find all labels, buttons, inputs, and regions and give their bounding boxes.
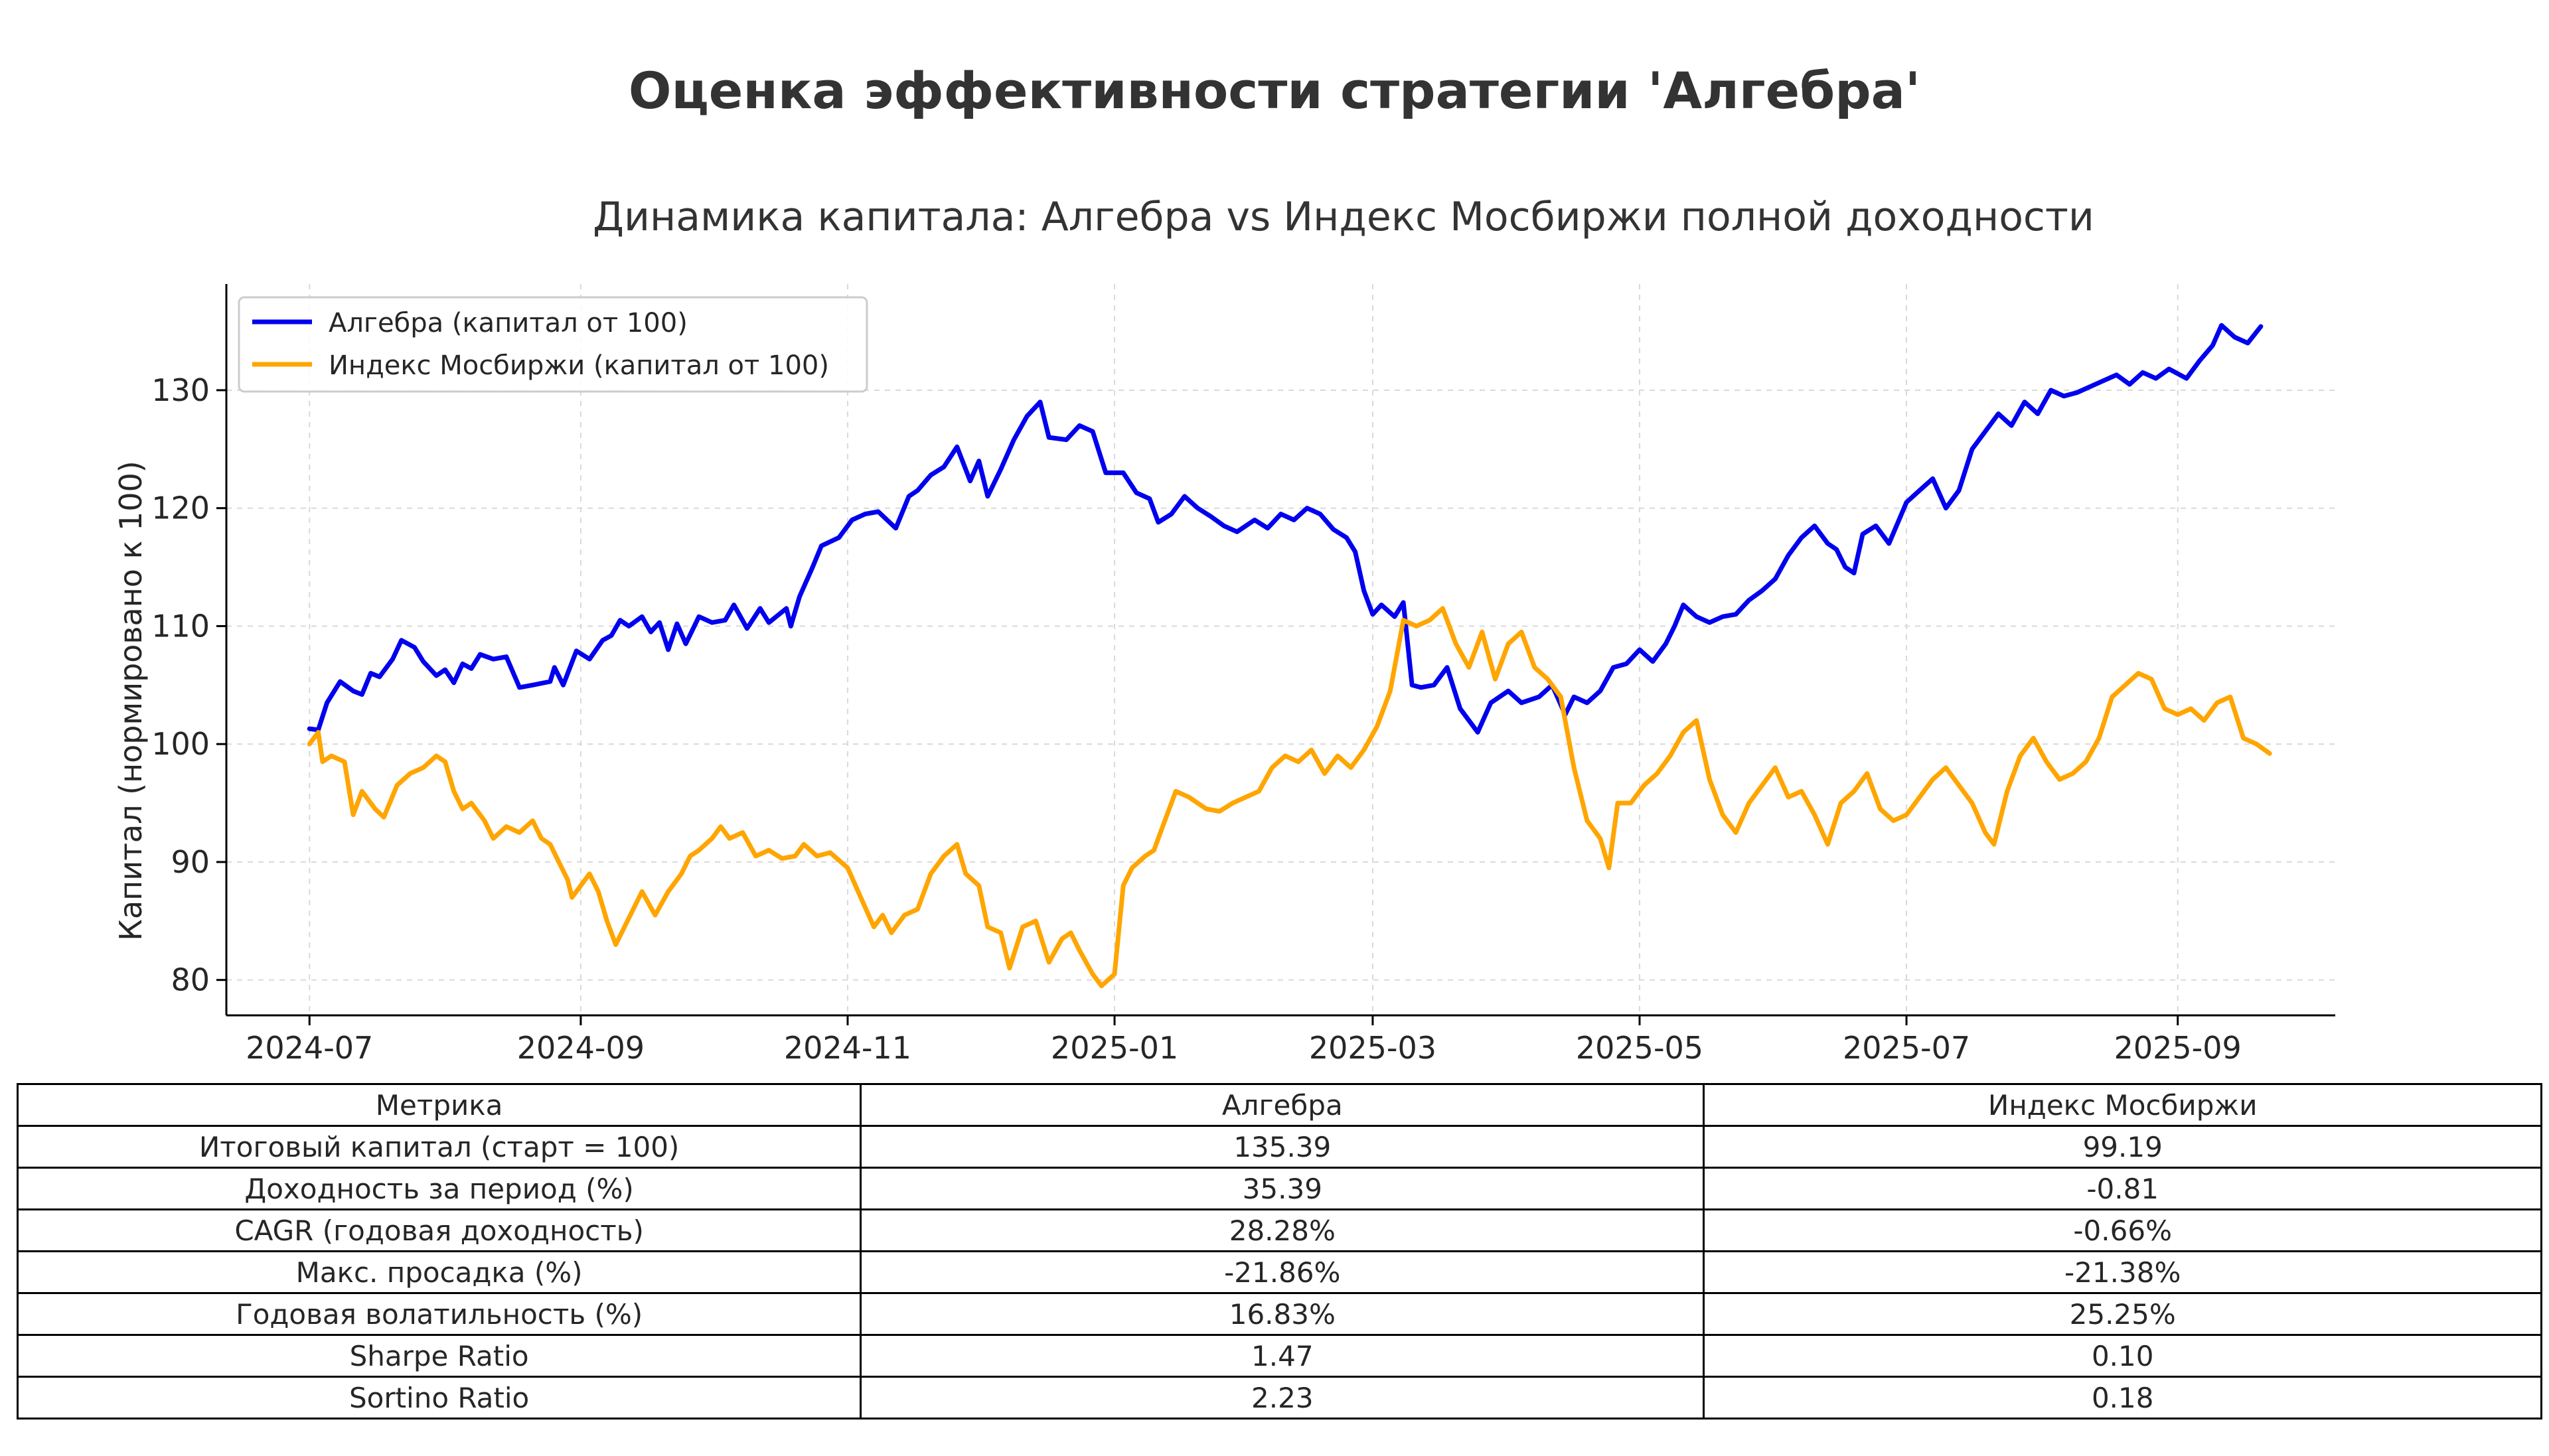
table-header-cell: Индекс Мосбиржи xyxy=(1703,1083,2542,1127)
y-tick-label: 90 xyxy=(171,844,210,880)
table-row: CAGR (годовая доходность) 28.28% -0.66% xyxy=(16,1208,2542,1252)
y-tick-label: 110 xyxy=(151,608,210,644)
table-cell: Sharpe Ratio xyxy=(16,1334,862,1378)
table-cell: 0.18 xyxy=(1703,1376,2542,1420)
table-cell: Доходность за период (%) xyxy=(16,1167,862,1210)
table-row: Sortino Ratio 2.23 0.18 xyxy=(16,1376,2542,1420)
legend-box xyxy=(238,296,868,393)
legend-label-index: Индекс Мосбиржи (капитал от 100) xyxy=(329,350,829,381)
table-row: Доходность за период (%) 35.39 -0.81 xyxy=(16,1167,2542,1210)
table-cell: -21.86% xyxy=(860,1250,1705,1294)
table-cell: Sortino Ratio xyxy=(16,1376,862,1420)
table-cell: 16.83% xyxy=(860,1292,1705,1336)
table-cell: -0.81 xyxy=(1703,1167,2542,1210)
legend-label-algebra: Алгебра (капитал от 100) xyxy=(329,308,688,338)
y-tick-label: 100 xyxy=(151,726,210,762)
table-header-cell: Алгебра xyxy=(860,1083,1705,1127)
y-tick-label: 120 xyxy=(151,490,210,526)
series-line-index xyxy=(307,606,2272,989)
table-cell: Итоговый капитал (старт = 100) xyxy=(16,1125,862,1169)
table-cell: 99.19 xyxy=(1703,1125,2542,1169)
y-tick-label: 80 xyxy=(171,962,210,998)
legend: Алгебра (капитал от 100) Индекс Мосбиржи… xyxy=(238,296,868,393)
table-row: Макс. просадка (%) -21.86% -21.38% xyxy=(16,1250,2542,1294)
x-tick-label: 2024-07 xyxy=(246,1030,373,1062)
table-cell: 2.23 xyxy=(860,1376,1705,1420)
table-row: Итоговый капитал (старт = 100) 135.39 99.1… xyxy=(16,1125,2542,1169)
table-cell: Годовая волатильность (%) xyxy=(16,1292,862,1336)
table-cell: 0.10 xyxy=(1703,1334,2542,1378)
table-row: Sharpe Ratio 1.47 0.10 xyxy=(16,1334,2542,1378)
x-tick-label: 2024-11 xyxy=(784,1030,911,1062)
table-cell: -21.38% xyxy=(1703,1250,2542,1294)
table-cell: 25.25% xyxy=(1703,1292,2542,1336)
x-tick-label: 2025-09 xyxy=(2114,1030,2242,1062)
axes xyxy=(225,284,2335,1017)
x-tick-label: 2025-01 xyxy=(1051,1030,1178,1062)
x-tick-label: 2025-05 xyxy=(1576,1030,1703,1062)
metrics-table: Метрика Алгебра Индекс Мосбиржи Итоговый ка… xyxy=(16,1083,2542,1420)
x-tick-label: 2025-03 xyxy=(1309,1030,1436,1062)
equity-line-chart: Динамика капитала: Алгебра vs Индекс Мос… xyxy=(113,194,2335,1062)
figure-suptitle: Оценка эффективности стратегии 'Алгебра' xyxy=(628,61,1921,120)
table-cell: 35.39 xyxy=(860,1167,1705,1210)
table-cell: 28.28% xyxy=(860,1208,1705,1252)
table-row: Годовая волатильность (%) 16.83% 25.25% xyxy=(16,1292,2542,1336)
grid-lines xyxy=(226,284,2335,1015)
table-cell: 1.47 xyxy=(860,1334,1705,1378)
x-tick-label: 2025-07 xyxy=(1843,1030,1970,1062)
x-tick-label: 2024-09 xyxy=(517,1030,645,1062)
table-cell: Макс. просадка (%) xyxy=(16,1250,862,1294)
series-line-algebra xyxy=(307,323,2264,735)
table-header-row: Метрика Алгебра Индекс Мосбиржи xyxy=(16,1083,2542,1127)
table-cell: CAGR (годовая доходность) xyxy=(16,1208,862,1252)
axis-ticks: 2024-07 2024-09 2024-11 2025-01 2025-03 2025-… xyxy=(151,372,2242,1062)
chart-title: Динамика капитала: Алгебра vs Индекс Мос… xyxy=(593,194,2094,240)
series-lines xyxy=(307,323,2272,989)
y-tick-label: 130 xyxy=(151,372,210,408)
table-cell: -0.66% xyxy=(1703,1208,2542,1252)
table-cell: 135.39 xyxy=(860,1125,1705,1169)
y-axis-label: Капитал (нормировано к 100) xyxy=(113,461,149,940)
table-header-cell: Метрика xyxy=(16,1083,862,1127)
